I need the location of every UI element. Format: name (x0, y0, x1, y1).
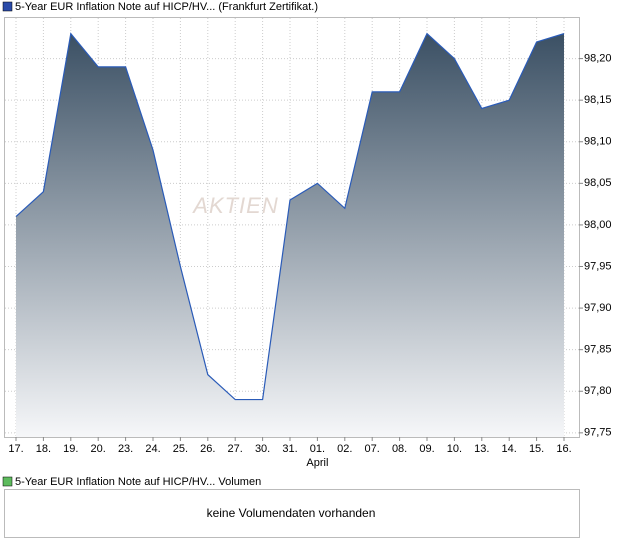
legend-label: 5-Year EUR Inflation Note auf HICP/HV...… (15, 476, 261, 488)
x-tick-label: 16. (556, 443, 571, 455)
y-tick-label: 97,90 (584, 302, 612, 314)
x-tick-label: 19. (63, 443, 78, 455)
x-tick-label: 01. (310, 443, 325, 455)
x-tick-label: 24. (145, 443, 160, 455)
line (15, 32, 565, 401)
y-tick-label: 98,10 (584, 136, 612, 148)
x-tick-label: 15. (529, 443, 544, 455)
y-tick-label: 97,85 (584, 344, 612, 356)
x-tick-label: 07. (365, 443, 380, 455)
x-tick-label: 30. (255, 443, 270, 455)
legend-label: 5-Year EUR Inflation Note auf HICP/HV...… (15, 1, 318, 13)
y-tick-label: 98,05 (584, 177, 612, 189)
area (16, 33, 564, 437)
x-tick-label: 27. (228, 443, 243, 455)
x-tick-label: 17. (8, 443, 23, 455)
x-tick-label: 18. (36, 443, 51, 455)
y-tick-label: 97,80 (584, 385, 612, 397)
volume-message: keine Volumendaten vorhanden (207, 506, 376, 520)
x-tick-label: 14. (502, 443, 517, 455)
legend-swatch (2, 1, 13, 12)
x-tick-label: 08. (392, 443, 407, 455)
x-tick-label: 23. (118, 443, 133, 455)
y-tick-label: 97,75 (584, 427, 612, 439)
y-tick-label: 97,95 (584, 260, 612, 272)
x-tick-label: 25. (173, 443, 188, 455)
y-tick-label: 98,00 (584, 219, 612, 231)
x-tick-label: 10. (447, 443, 462, 455)
watermark: AKTIEN (191, 193, 278, 218)
volume-frame (4, 489, 580, 538)
x-tick-label: 20. (91, 443, 106, 455)
x-tick-label: 09. (419, 443, 434, 455)
x-tick-label: 02. (337, 443, 352, 455)
x-tick-label: 26. (200, 443, 215, 455)
legend-swatch (2, 476, 13, 487)
x-tick-label: 13. (474, 443, 489, 455)
x-tick-label: 31. (282, 443, 297, 455)
x-month-label: April (306, 457, 328, 469)
y-tick-label: 98,15 (584, 94, 612, 106)
y-tick-label: 98,20 (584, 52, 612, 64)
